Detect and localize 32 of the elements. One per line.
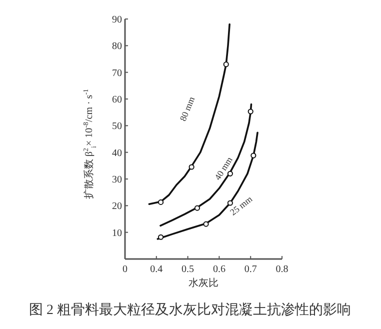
point [158, 199, 164, 205]
y-tick-label: 60 [112, 94, 122, 106]
y-tick-label: 30 [112, 174, 122, 186]
point [203, 221, 209, 227]
y-tick-label: 70 [112, 68, 122, 79]
y-tick-label: 80 [112, 41, 122, 52]
point [188, 164, 194, 170]
text: 40 mm [212, 155, 234, 182]
point [250, 152, 256, 158]
text: 25 mm [228, 194, 254, 218]
y-tick-label: 40 [112, 148, 122, 159]
x-tick-label: 0.7 [244, 264, 257, 275]
point [194, 205, 200, 211]
text: 图 2 粗骨料最大粒径及水灰比对混凝土抗渗性的影响 [29, 302, 351, 318]
y-tick-label: 90 [112, 14, 122, 26]
text: 80 mm [178, 95, 197, 122]
x-tick-label: 0.4 [150, 264, 163, 275]
point [158, 234, 164, 240]
x-axis-title: 水灰比 [188, 277, 218, 289]
line-series [156, 132, 258, 240]
x-tick-label: 0.5 [182, 264, 194, 275]
x-tick-label: 0.6 [212, 264, 226, 275]
point [223, 62, 229, 68]
y-tick-label: 10 [112, 228, 122, 239]
y-tick-label: 50 [112, 121, 122, 132]
x-tick-label: 0.8 [276, 264, 288, 275]
line-series [148, 23, 230, 205]
point [248, 108, 254, 114]
point [227, 170, 233, 176]
x-tick-label: 0 [122, 264, 128, 275]
point [227, 200, 233, 206]
y-tick-label: 20 [112, 201, 122, 212]
